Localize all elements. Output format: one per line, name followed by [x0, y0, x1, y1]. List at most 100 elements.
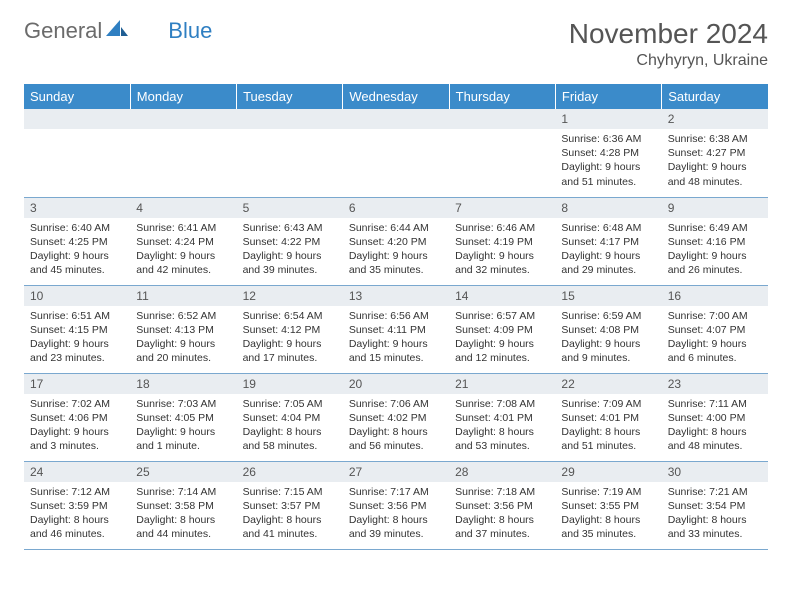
day-details: Sunrise: 6:43 AMSunset: 4:22 PMDaylight:…	[237, 218, 343, 281]
month-title: November 2024	[569, 18, 768, 50]
logo-sail-icon	[106, 20, 128, 43]
day-number: 23	[662, 374, 768, 394]
day-number: 20	[343, 374, 449, 394]
calendar-day-cell: 15Sunrise: 6:59 AMSunset: 4:08 PMDayligh…	[555, 285, 661, 373]
day-details: Sunrise: 7:09 AMSunset: 4:01 PMDaylight:…	[555, 394, 661, 457]
day-number: 10	[24, 286, 130, 306]
calendar-week-row: 17Sunrise: 7:02 AMSunset: 4:06 PMDayligh…	[24, 373, 768, 461]
calendar-day-cell: 17Sunrise: 7:02 AMSunset: 4:06 PMDayligh…	[24, 373, 130, 461]
brand-part2: Blue	[168, 18, 212, 44]
day-details: Sunrise: 7:03 AMSunset: 4:05 PMDaylight:…	[130, 394, 236, 457]
weekday-header: Friday	[555, 84, 661, 109]
calendar-day-cell: 23Sunrise: 7:11 AMSunset: 4:00 PMDayligh…	[662, 373, 768, 461]
calendar-day-cell: 8Sunrise: 6:48 AMSunset: 4:17 PMDaylight…	[555, 197, 661, 285]
day-number: 13	[343, 286, 449, 306]
calendar-day-cell	[130, 109, 236, 197]
calendar-day-cell: 11Sunrise: 6:52 AMSunset: 4:13 PMDayligh…	[130, 285, 236, 373]
calendar-body: 1Sunrise: 6:36 AMSunset: 4:28 PMDaylight…	[24, 109, 768, 549]
day-details	[24, 129, 130, 179]
weekday-header: Saturday	[662, 84, 768, 109]
day-details: Sunrise: 6:59 AMSunset: 4:08 PMDaylight:…	[555, 306, 661, 369]
day-details: Sunrise: 6:44 AMSunset: 4:20 PMDaylight:…	[343, 218, 449, 281]
day-details: Sunrise: 7:02 AMSunset: 4:06 PMDaylight:…	[24, 394, 130, 457]
day-details: Sunrise: 7:05 AMSunset: 4:04 PMDaylight:…	[237, 394, 343, 457]
calendar-day-cell: 30Sunrise: 7:21 AMSunset: 3:54 PMDayligh…	[662, 461, 768, 549]
day-number: 17	[24, 374, 130, 394]
day-details: Sunrise: 7:11 AMSunset: 4:00 PMDaylight:…	[662, 394, 768, 457]
day-number: 24	[24, 462, 130, 482]
calendar-day-cell: 14Sunrise: 6:57 AMSunset: 4:09 PMDayligh…	[449, 285, 555, 373]
calendar-week-row: 3Sunrise: 6:40 AMSunset: 4:25 PMDaylight…	[24, 197, 768, 285]
day-number	[130, 109, 236, 129]
calendar-day-cell: 13Sunrise: 6:56 AMSunset: 4:11 PMDayligh…	[343, 285, 449, 373]
day-number: 30	[662, 462, 768, 482]
calendar-day-cell: 20Sunrise: 7:06 AMSunset: 4:02 PMDayligh…	[343, 373, 449, 461]
day-number: 11	[130, 286, 236, 306]
calendar-day-cell	[24, 109, 130, 197]
day-number: 6	[343, 198, 449, 218]
day-number	[24, 109, 130, 129]
calendar-day-cell: 12Sunrise: 6:54 AMSunset: 4:12 PMDayligh…	[237, 285, 343, 373]
day-number: 14	[449, 286, 555, 306]
calendar-day-cell: 4Sunrise: 6:41 AMSunset: 4:24 PMDaylight…	[130, 197, 236, 285]
day-number: 19	[237, 374, 343, 394]
weekday-header-row: SundayMondayTuesdayWednesdayThursdayFrid…	[24, 84, 768, 109]
day-number: 4	[130, 198, 236, 218]
calendar-day-cell: 7Sunrise: 6:46 AMSunset: 4:19 PMDaylight…	[449, 197, 555, 285]
weekday-header: Wednesday	[343, 84, 449, 109]
calendar-week-row: 10Sunrise: 6:51 AMSunset: 4:15 PMDayligh…	[24, 285, 768, 373]
day-number: 2	[662, 109, 768, 129]
day-details	[343, 129, 449, 179]
day-details: Sunrise: 6:49 AMSunset: 4:16 PMDaylight:…	[662, 218, 768, 281]
day-details: Sunrise: 7:14 AMSunset: 3:58 PMDaylight:…	[130, 482, 236, 545]
day-details: Sunrise: 7:19 AMSunset: 3:55 PMDaylight:…	[555, 482, 661, 545]
calendar-day-cell	[449, 109, 555, 197]
calendar-day-cell	[343, 109, 449, 197]
day-details: Sunrise: 6:51 AMSunset: 4:15 PMDaylight:…	[24, 306, 130, 369]
weekday-header: Monday	[130, 84, 236, 109]
day-details: Sunrise: 6:46 AMSunset: 4:19 PMDaylight:…	[449, 218, 555, 281]
calendar-day-cell: 22Sunrise: 7:09 AMSunset: 4:01 PMDayligh…	[555, 373, 661, 461]
day-number: 27	[343, 462, 449, 482]
calendar-day-cell: 1Sunrise: 6:36 AMSunset: 4:28 PMDaylight…	[555, 109, 661, 197]
calendar-day-cell: 16Sunrise: 7:00 AMSunset: 4:07 PMDayligh…	[662, 285, 768, 373]
calendar-day-cell: 18Sunrise: 7:03 AMSunset: 4:05 PMDayligh…	[130, 373, 236, 461]
weekday-header: Sunday	[24, 84, 130, 109]
day-number: 8	[555, 198, 661, 218]
calendar-week-row: 24Sunrise: 7:12 AMSunset: 3:59 PMDayligh…	[24, 461, 768, 549]
calendar-day-cell: 28Sunrise: 7:18 AMSunset: 3:56 PMDayligh…	[449, 461, 555, 549]
day-details: Sunrise: 6:38 AMSunset: 4:27 PMDaylight:…	[662, 129, 768, 192]
day-details	[237, 129, 343, 179]
day-details: Sunrise: 7:17 AMSunset: 3:56 PMDaylight:…	[343, 482, 449, 545]
day-number	[449, 109, 555, 129]
location: Chyhyryn, Ukraine	[569, 52, 768, 70]
day-number: 9	[662, 198, 768, 218]
brand-part1: General	[24, 18, 102, 44]
title-block: November 2024 Chyhyryn, Ukraine	[569, 18, 768, 70]
calendar-day-cell: 25Sunrise: 7:14 AMSunset: 3:58 PMDayligh…	[130, 461, 236, 549]
day-details: Sunrise: 7:18 AMSunset: 3:56 PMDaylight:…	[449, 482, 555, 545]
calendar-week-row: 1Sunrise: 6:36 AMSunset: 4:28 PMDaylight…	[24, 109, 768, 197]
day-number: 15	[555, 286, 661, 306]
day-details: Sunrise: 6:40 AMSunset: 4:25 PMDaylight:…	[24, 218, 130, 281]
day-number: 7	[449, 198, 555, 218]
day-number: 3	[24, 198, 130, 218]
calendar-day-cell: 24Sunrise: 7:12 AMSunset: 3:59 PMDayligh…	[24, 461, 130, 549]
day-number: 5	[237, 198, 343, 218]
day-details: Sunrise: 6:52 AMSunset: 4:13 PMDaylight:…	[130, 306, 236, 369]
day-number: 12	[237, 286, 343, 306]
day-details: Sunrise: 7:12 AMSunset: 3:59 PMDaylight:…	[24, 482, 130, 545]
day-number: 29	[555, 462, 661, 482]
weekday-header: Thursday	[449, 84, 555, 109]
calendar-day-cell: 10Sunrise: 6:51 AMSunset: 4:15 PMDayligh…	[24, 285, 130, 373]
day-number: 18	[130, 374, 236, 394]
day-details	[130, 129, 236, 179]
day-number: 22	[555, 374, 661, 394]
calendar-day-cell: 9Sunrise: 6:49 AMSunset: 4:16 PMDaylight…	[662, 197, 768, 285]
calendar-day-cell: 29Sunrise: 7:19 AMSunset: 3:55 PMDayligh…	[555, 461, 661, 549]
day-number: 1	[555, 109, 661, 129]
calendar-day-cell: 19Sunrise: 7:05 AMSunset: 4:04 PMDayligh…	[237, 373, 343, 461]
calendar-day-cell: 3Sunrise: 6:40 AMSunset: 4:25 PMDaylight…	[24, 197, 130, 285]
day-details: Sunrise: 6:54 AMSunset: 4:12 PMDaylight:…	[237, 306, 343, 369]
day-number: 21	[449, 374, 555, 394]
